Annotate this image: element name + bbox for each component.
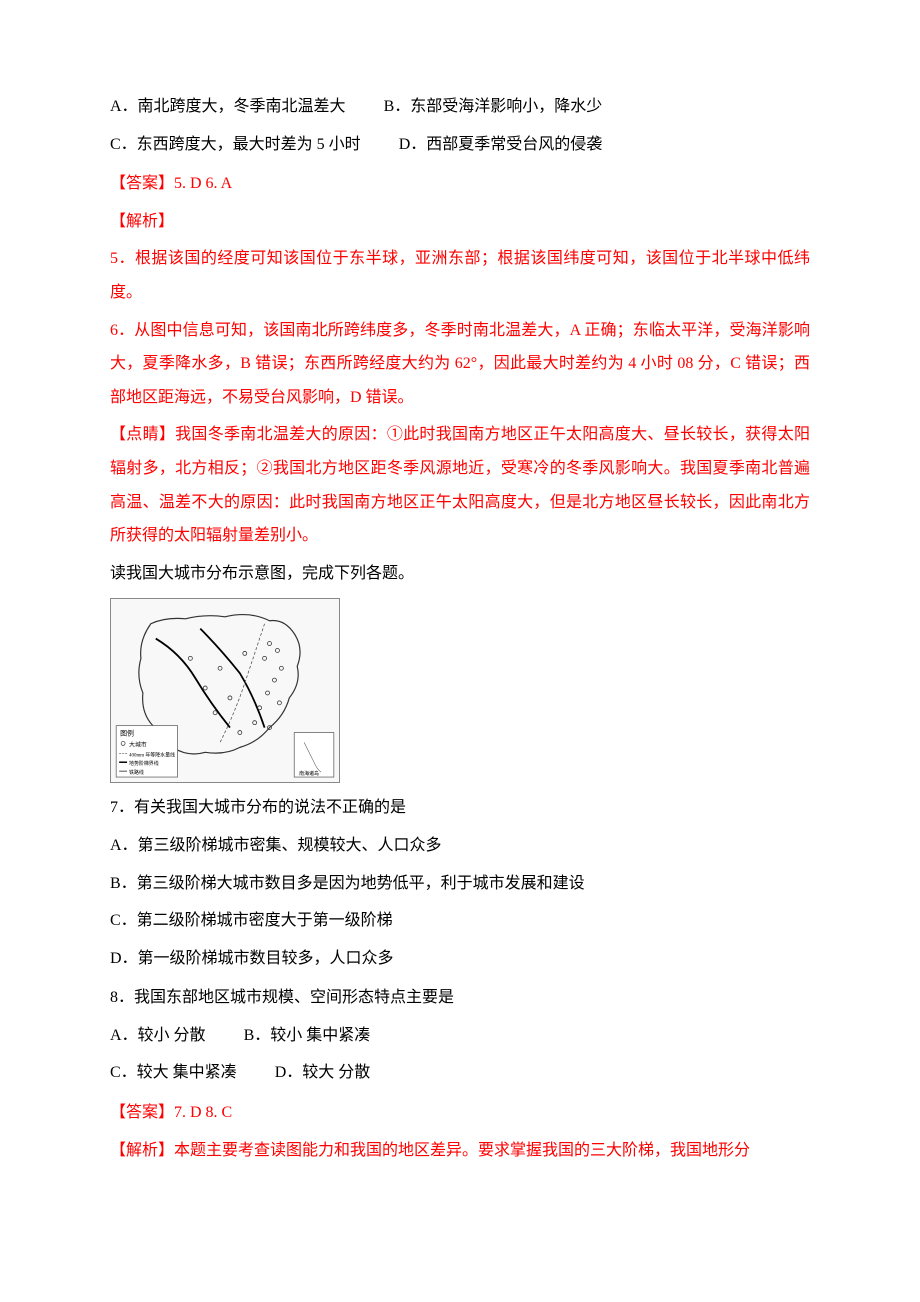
q78-analysis: 【解析】本题主要考查读图能力和我国的地区差异。要求掌握我国的三大阶梯，我国地形分 (110, 1134, 810, 1168)
q56-options-row2: C．东西跨度大，最大时差为 5 小时 D．西部夏季常受台风的侵袭 (110, 128, 810, 162)
q7-option-c: C．第二级阶梯城市密度大于第一级阶梯 (110, 904, 810, 938)
legend-rain-label: 400mm 年等降水量线 (129, 752, 175, 759)
q7-option-d: D．第一级阶梯城市数目较多，人口众多 (110, 942, 810, 976)
q7-stem: 7．有关我国大城市分布的说法不正确的是 (110, 791, 810, 825)
q8-option-c: C．较大 集中紧凑 (110, 1056, 237, 1090)
q56-dianjing: 【点睛】我国冬季南北温差大的原因：①此时我国南方地区正午太阳高度大、昼长较长，获… (110, 418, 810, 552)
china-map-figure: 图例 大城市 400mm 年等降水量线 地势阶梯界线 铁路线 南海诸岛 (110, 598, 340, 783)
legend-city-label: 大城市 (129, 741, 147, 749)
cities-dots-icon (188, 642, 283, 735)
q8-options-row1: A．较小 分散 B．较小 集中紧凑 (110, 1019, 810, 1053)
passage-intro: 读我国大城市分布示意图，完成下列各题。 (110, 557, 810, 591)
q7-option-a: A．第三级阶梯城市密集、规模较大、人口众多 (110, 829, 810, 863)
q8-stem: 8．我国东部地区城市规模、空间形态特点主要是 (110, 981, 810, 1015)
q8-option-a: A．较小 分散 (110, 1019, 206, 1053)
q56-analysis-label: 【解析】 (110, 205, 810, 239)
legend-rail-label: 铁路线 (129, 769, 144, 776)
q56-options-row1: A．南北跨度大，冬季南北温差大 B．东部受海洋影响小，降水少 (110, 90, 810, 124)
q56-option-d: D．西部夏季常受台风的侵袭 (399, 128, 603, 162)
terrain-line-1-icon (156, 639, 230, 728)
q78-answer: 【答案】7. D 8. C (110, 1096, 810, 1130)
legend-title: 图例 (120, 729, 134, 738)
q7-option-b: B．第三级阶梯大城市数目多是因为地势低平，利于城市发展和建设 (110, 867, 810, 901)
q56-option-a: A．南北跨度大，冬季南北温差大 (110, 90, 346, 124)
inset-box-icon (294, 733, 334, 778)
map-svg: 图例 大城市 400mm 年等降水量线 地势阶梯界线 铁路线 南海诸岛 (111, 599, 339, 782)
legend-terrain-label: 地势阶梯界线 (129, 760, 159, 767)
q6-analysis: 6．从图中信息可知，该国南北所跨纬度多，冬季时南北温差大，A 正确；东临太平洋，… (110, 314, 810, 415)
q5-analysis: 5．根据该国的经度可知该国位于东半球，亚洲东部；根据该国纬度可知，该国位于北半球… (110, 242, 810, 309)
q56-option-c: C．东西跨度大，最大时差为 5 小时 (110, 128, 361, 162)
inset-caption: 南海诸岛 (299, 770, 319, 777)
q8-option-d: D．较大 分散 (275, 1056, 371, 1090)
q8-option-b: B．较小 集中紧凑 (244, 1019, 371, 1053)
q56-option-b: B．东部受海洋影响小，降水少 (384, 90, 603, 124)
q56-answer: 【答案】5. D 6. A (110, 167, 810, 201)
q8-options-row2: C．较大 集中紧凑 D．较大 分散 (110, 1056, 810, 1090)
terrain-line-2-icon (200, 629, 264, 728)
